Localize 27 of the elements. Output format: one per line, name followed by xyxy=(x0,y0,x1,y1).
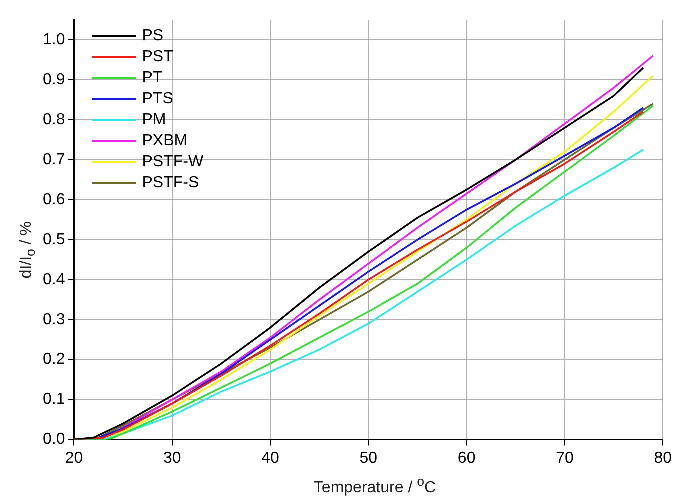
y-tick-label: 0.1 xyxy=(42,391,66,408)
legend-label: PM xyxy=(142,111,166,128)
legend-label: PST xyxy=(142,48,174,66)
y-tick-label: 0.5 xyxy=(42,231,66,248)
x-tick-label: 30 xyxy=(163,450,182,467)
x-tick-label: 40 xyxy=(262,450,280,467)
y-tick-label: 0.9 xyxy=(42,71,66,88)
y-tick-label: 0.2 xyxy=(42,351,66,368)
legend-label: PSTF-W xyxy=(142,153,204,170)
legend-label: PSTF-S xyxy=(142,174,200,192)
x-tick-label: 60 xyxy=(458,450,476,467)
y-tick-label: 0.7 xyxy=(42,151,66,168)
y-tick-label: 1.0 xyxy=(42,31,66,48)
legend-label: PT xyxy=(142,69,163,86)
x-tick-label: 20 xyxy=(65,450,84,467)
legend-label: PTS xyxy=(142,90,174,108)
x-tick-label: 50 xyxy=(360,450,378,467)
legend-label: PS xyxy=(142,27,164,44)
y-tick-label: 0.3 xyxy=(42,311,66,328)
y-tick-label: 0.0 xyxy=(42,431,66,448)
x-tick-label: 70 xyxy=(556,450,574,467)
legend-label: PXBM xyxy=(142,132,188,150)
x-axis-title: Temperature / $^{o}$C xyxy=(312,474,438,498)
y-tick-label: 0.8 xyxy=(42,111,66,128)
x-tick-label: 80 xyxy=(654,450,672,467)
y-tick-label: 0.4 xyxy=(42,271,66,288)
y-tick-label: 0.6 xyxy=(42,191,66,208)
